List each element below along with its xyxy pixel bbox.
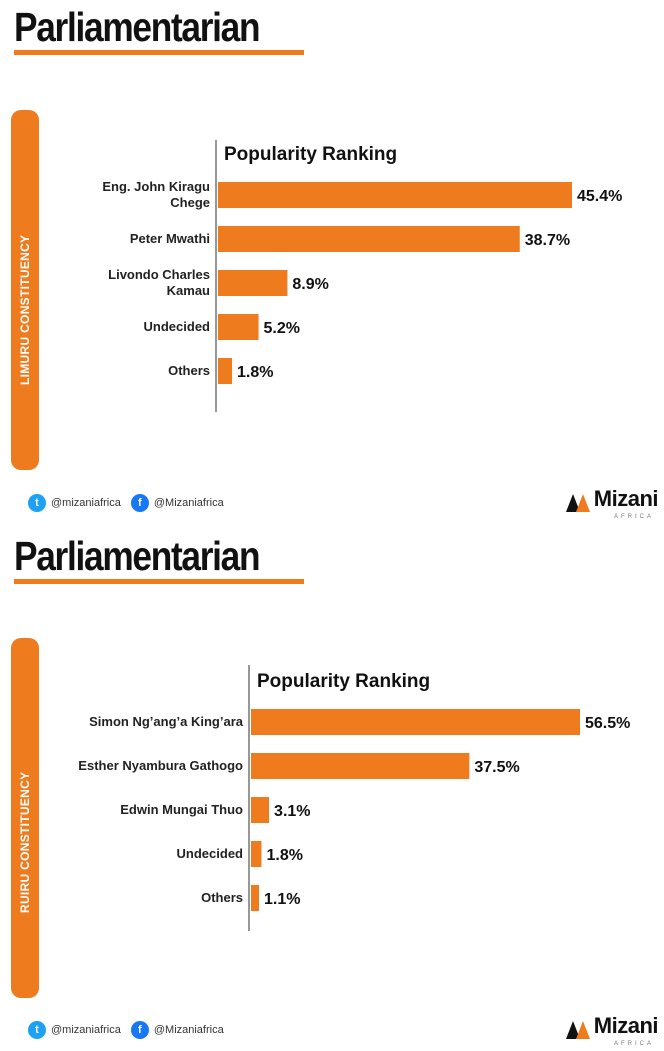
data-label: 8.9% bbox=[292, 276, 328, 293]
bar bbox=[218, 226, 520, 252]
category-label: Eng. John Kiragu Chege bbox=[102, 179, 210, 210]
constituency-sidebar: RUIRU CONSTITUENCY bbox=[11, 638, 39, 998]
logo-subtitle: AFRICA bbox=[613, 1041, 654, 1047]
data-label: 56.5% bbox=[585, 715, 630, 732]
data-label: 38.7% bbox=[525, 232, 570, 249]
logo-name: Mizani bbox=[593, 1013, 659, 1038]
bar-chart: Popularity Ranking 45.4% Eng. John Kiragu C… bbox=[102, 140, 622, 412]
category-label: Livondo Charles Kamau bbox=[108, 267, 210, 298]
mizani-logo-icon bbox=[565, 494, 590, 512]
twitter-handle[interactable]: @mizaniafrica bbox=[51, 1024, 121, 1036]
facebook-icon[interactable]: f bbox=[130, 494, 149, 512]
logo-subtitle: AFRICA bbox=[613, 514, 654, 520]
bar bbox=[251, 709, 580, 735]
headline-underline bbox=[14, 579, 304, 584]
data-label: 5.2% bbox=[264, 320, 300, 337]
category-label: Others bbox=[168, 363, 210, 378]
facebook-handle[interactable]: @Mizaniafrica bbox=[153, 497, 224, 509]
headline: Parliamentarian bbox=[14, 533, 261, 579]
constituency-sidebar: LIMURU CONSTITUENCY bbox=[11, 110, 39, 470]
data-label: 45.4% bbox=[577, 188, 622, 205]
panel-ruiru: Parliamentarian RUIRU CONSTITUENCY Popul… bbox=[0, 525, 664, 1051]
twitter-icon[interactable]: t bbox=[28, 1021, 46, 1039]
mizani-logo: Mizani AFRICA bbox=[565, 1013, 659, 1047]
data-label: 1.1% bbox=[264, 891, 300, 908]
social-footer: t @mizaniafrica f @Mizaniafrica bbox=[28, 493, 224, 513]
bar bbox=[218, 358, 233, 384]
category-label: Undecided bbox=[177, 846, 244, 861]
bar bbox=[218, 314, 259, 340]
facebook-handle[interactable]: @Mizaniafrica bbox=[153, 1024, 224, 1036]
social-footer: t @mizaniafrica f @Mizaniafrica bbox=[28, 1020, 224, 1040]
headline: Parliamentarian bbox=[14, 4, 261, 50]
category-label: Peter Mwathi bbox=[130, 231, 210, 246]
chart-limuru: Popularity Ranking 45.4% Eng. John Kiragu C… bbox=[0, 130, 664, 430]
chart-ruiru: Popularity Ranking 56.5% Simon Ng’ang’a Ki… bbox=[0, 665, 664, 965]
chart-title: Popularity Ranking bbox=[257, 671, 430, 692]
twitter-handle[interactable]: @mizaniafrica bbox=[51, 497, 121, 509]
data-label: 37.5% bbox=[474, 759, 519, 776]
data-label: 1.8% bbox=[266, 847, 302, 864]
panel-limuru: Parliamentarian LIMURU CONSTITUENCY Popu… bbox=[0, 0, 664, 525]
data-label: 3.1% bbox=[274, 803, 310, 820]
bar bbox=[251, 885, 259, 911]
category-label: Undecided bbox=[144, 319, 211, 334]
twitter-icon[interactable]: t bbox=[28, 494, 46, 512]
logo-name: Mizani bbox=[593, 486, 659, 511]
bar bbox=[251, 753, 470, 779]
mizani-logo-icon bbox=[565, 1021, 590, 1039]
facebook-icon[interactable]: f bbox=[130, 1021, 149, 1039]
bar-chart: Popularity Ranking 56.5% Simon Ng’ang’a Ki… bbox=[78, 665, 630, 931]
headline-underline bbox=[14, 50, 304, 55]
chart-title: Popularity Ranking bbox=[224, 144, 397, 165]
bar bbox=[218, 182, 572, 208]
category-label: Simon Ng’ang’a King’ara bbox=[89, 714, 244, 729]
category-label: Esther Nyambura Gathogo bbox=[78, 758, 243, 773]
bar bbox=[251, 841, 262, 867]
mizani-logo: Mizani AFRICA bbox=[565, 486, 659, 520]
category-label: Others bbox=[201, 890, 243, 905]
data-label: 1.8% bbox=[237, 364, 273, 381]
category-label: Edwin Mungai Thuo bbox=[120, 802, 243, 817]
bar bbox=[218, 270, 288, 296]
bar bbox=[251, 797, 270, 823]
